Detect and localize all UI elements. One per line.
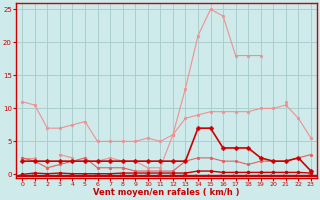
X-axis label: Vent moyen/en rafales ( km/h ): Vent moyen/en rafales ( km/h ) xyxy=(93,188,240,197)
